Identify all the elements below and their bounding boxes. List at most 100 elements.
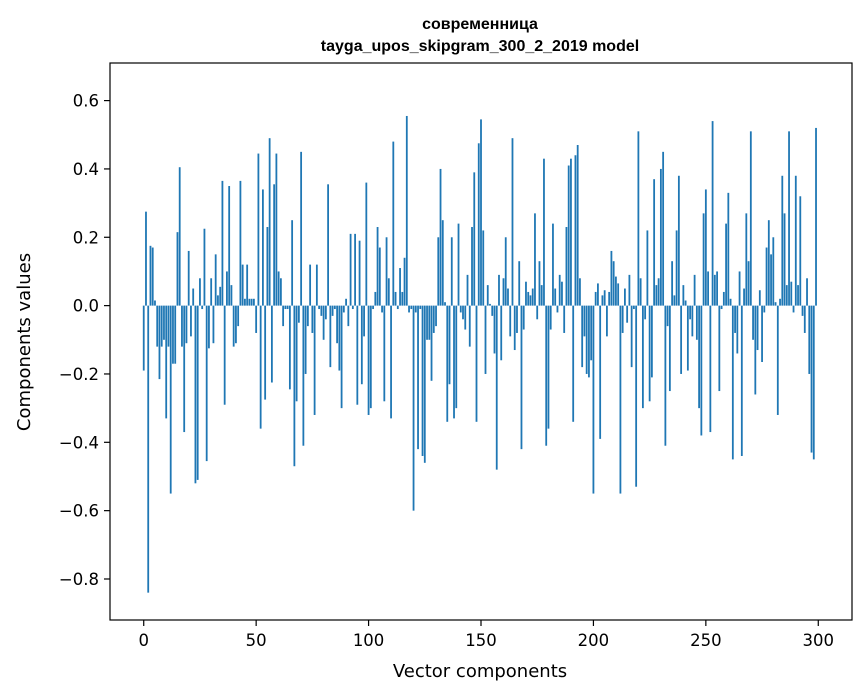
bar-52 [259, 305, 262, 429]
bar-82 [327, 184, 329, 306]
bar-120 [412, 305, 415, 511]
bar-182 [552, 223, 554, 306]
bar-237 [675, 230, 678, 306]
bar-25 [199, 278, 201, 306]
x-tick-label: 200 [578, 631, 610, 650]
bar-285 [783, 213, 786, 306]
bar-231 [662, 151, 665, 306]
y-tick-label: −0.2 [59, 365, 99, 384]
bar-118 [408, 305, 410, 313]
bar-221 [639, 278, 642, 306]
bar-23 [194, 305, 197, 484]
bar-193 [576, 145, 579, 306]
bar-226 [650, 305, 653, 378]
bar-74 [309, 264, 312, 306]
y-axis: −0.8 −0.6 −0.4 −0.2 0.0 0.2 0.4 0.6 [59, 92, 110, 589]
bar-139 [455, 305, 458, 409]
bar-140 [457, 223, 460, 306]
bar-242 [686, 305, 689, 371]
bar-262 [731, 305, 734, 460]
bar-224 [646, 230, 649, 306]
bar-202 [597, 283, 599, 306]
bar-84 [331, 305, 334, 316]
bar-66 [291, 220, 294, 306]
bar-76 [313, 305, 316, 415]
bar-173 [531, 288, 534, 306]
bar-59 [275, 153, 278, 306]
bar-172 [529, 295, 532, 306]
bar-216 [628, 274, 631, 306]
bar-187 [563, 305, 566, 333]
bar-291 [797, 285, 799, 306]
bar-69 [297, 305, 300, 323]
bar-99 [365, 182, 368, 306]
bar-127 [428, 305, 431, 340]
bar-115 [401, 291, 404, 306]
bar-211 [617, 283, 620, 306]
bar-252 [709, 305, 712, 433]
bar-260 [727, 192, 730, 306]
bar-282 [776, 305, 779, 415]
bar-261 [729, 298, 732, 306]
bar-67 [293, 305, 296, 467]
bar-268 [745, 213, 748, 306]
bar-10 [165, 305, 168, 419]
bar-197 [585, 305, 588, 374]
bar-154 [489, 303, 491, 306]
bar-191 [572, 305, 575, 422]
bar-223 [644, 305, 647, 320]
bar-15 [176, 232, 179, 306]
bar-199 [590, 305, 593, 361]
y-axis-label: Components values [14, 253, 35, 431]
x-tick-label: 150 [465, 631, 497, 650]
bar-3 [149, 245, 152, 306]
bar-160 [502, 278, 505, 306]
bar-170 [525, 281, 527, 306]
bar-184 [556, 305, 559, 313]
bar-203 [599, 305, 602, 439]
bar-72 [304, 305, 307, 374]
bar-17 [181, 305, 183, 347]
bar-217 [630, 305, 633, 368]
bar-159 [500, 305, 503, 361]
bar-61 [279, 278, 282, 306]
bar-54 [264, 305, 267, 400]
bar-13 [172, 305, 174, 364]
bar-290 [794, 175, 797, 306]
bar-73 [306, 305, 309, 327]
bar-106 [381, 305, 383, 313]
bar-111 [392, 141, 395, 306]
bar-251 [707, 271, 709, 306]
bar-141 [459, 305, 462, 313]
y-tick-label: 0.6 [73, 92, 99, 111]
x-axis-label: Vector components [393, 661, 567, 682]
bar-4 [151, 247, 154, 306]
bar-249 [702, 213, 705, 306]
bar-241 [684, 300, 687, 306]
bar-287 [788, 131, 790, 306]
bar-53 [262, 189, 264, 306]
bar-5 [154, 300, 156, 306]
x-tick-label: 50 [246, 631, 267, 650]
bar-45 [244, 298, 246, 306]
bar-293 [801, 305, 804, 316]
bar-161 [504, 237, 507, 306]
bar-288 [790, 281, 793, 306]
bar-138 [453, 305, 455, 419]
bar-212 [619, 305, 622, 494]
bar-46 [246, 264, 249, 306]
bar-135 [446, 305, 449, 422]
bar-166 [516, 305, 518, 333]
bar-253 [711, 121, 714, 306]
bar-218 [633, 305, 635, 310]
bar-134 [444, 302, 446, 306]
bar-100 [367, 305, 370, 415]
bar-276 [763, 305, 766, 313]
bar-143 [464, 305, 467, 330]
bar-204 [601, 295, 604, 306]
bar-207 [608, 291, 611, 306]
bar-270 [749, 131, 752, 306]
bar-12 [169, 305, 172, 494]
bar-297 [810, 305, 813, 453]
bar-145 [468, 305, 471, 347]
